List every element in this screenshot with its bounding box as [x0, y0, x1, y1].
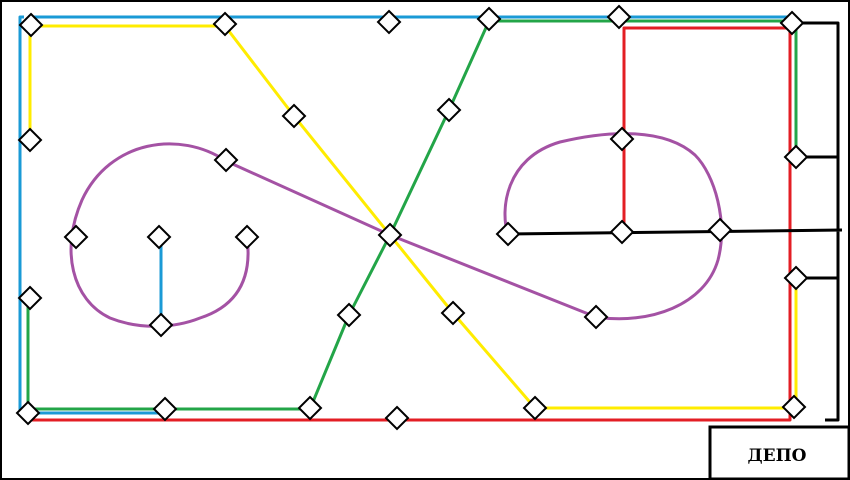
station-diamond-icon-22: [148, 312, 174, 338]
station-diamond-icon-9: [436, 97, 462, 123]
station-diamond-icon-2: [212, 11, 238, 37]
station-diamond-icon-25: [583, 304, 609, 330]
station-diamond-icon-3: [376, 9, 402, 35]
black-line: [507, 21, 843, 422]
depot: ДЕПО: [708, 425, 850, 480]
stations-layer: [15, 4, 809, 431]
station-diamond-icon-14: [146, 224, 172, 250]
station-diamond-icon-6: [779, 10, 805, 36]
station-diamond-icon-20: [783, 265, 809, 291]
station-diamond-icon-13: [63, 224, 89, 250]
station-diamond-icon-1: [18, 12, 44, 38]
station-diamond-icon-30: [522, 395, 548, 421]
depot-label: ДЕПО: [748, 446, 807, 466]
station-diamond-icon-21: [17, 285, 43, 311]
station-diamond-icon-12: [213, 147, 239, 173]
red-line: [28, 26, 792, 422]
station-diamond-icon-28: [297, 395, 323, 421]
station-diamond-icon-29: [384, 405, 410, 431]
depot-box: [708, 425, 850, 480]
station-diamond-icon-10: [609, 126, 635, 152]
station-diamond-icon-31: [781, 394, 807, 420]
station-diamond-icon-16: [377, 222, 403, 248]
station-diamond-icon-15: [234, 224, 260, 250]
station-diamond-icon-23: [336, 302, 362, 328]
station-diamond-icon-11: [783, 144, 809, 170]
station-diamond-icon-19: [707, 217, 733, 243]
station-diamond-icon-5: [606, 4, 632, 30]
station-diamond-icon-4: [476, 6, 502, 32]
station-diamond-icon-8: [281, 103, 307, 129]
station-diamond-icon-17: [495, 221, 521, 247]
station-diamond-icon-18: [609, 219, 635, 245]
purple-line-east: [503, 132, 723, 321]
purple-line-west: [69, 142, 250, 328]
station-diamond-icon-27: [152, 396, 178, 422]
station-diamond-icon-7: [17, 127, 43, 153]
station-diamond-icon-26: [15, 400, 41, 426]
station-diamond-icon-24: [440, 300, 466, 326]
